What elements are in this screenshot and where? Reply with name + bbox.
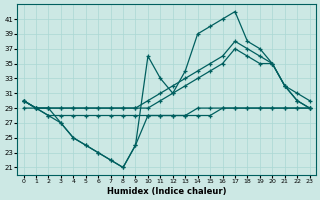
X-axis label: Humidex (Indice chaleur): Humidex (Indice chaleur)	[107, 187, 226, 196]
